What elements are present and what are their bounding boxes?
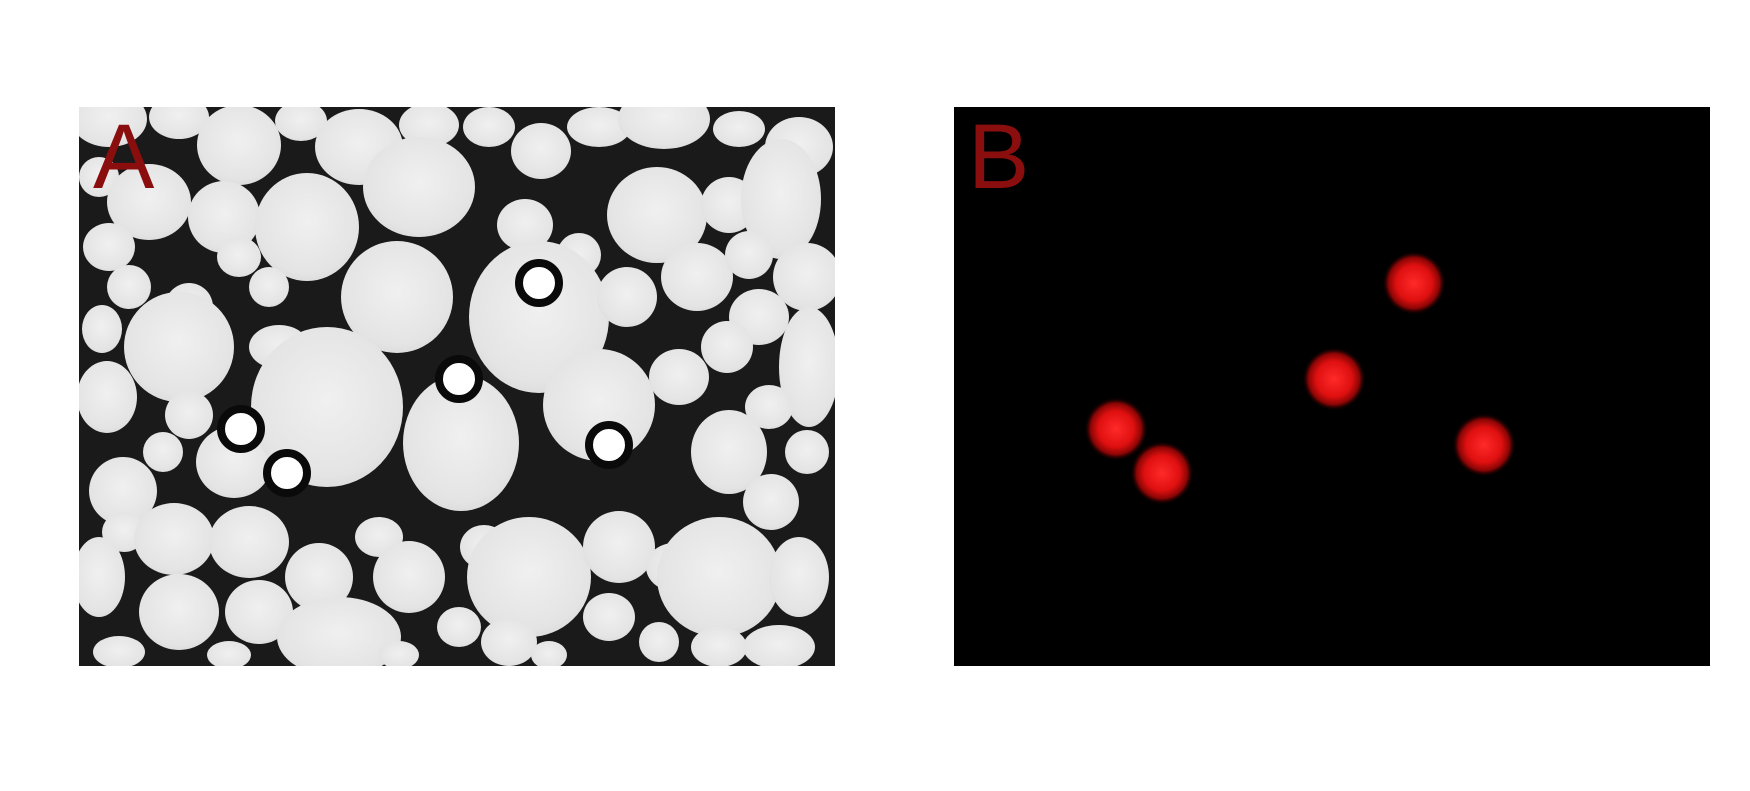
droplet xyxy=(769,537,829,617)
droplet xyxy=(649,349,709,405)
droplet xyxy=(745,385,793,429)
droplet xyxy=(373,541,445,613)
droplet xyxy=(773,243,835,311)
panel-b-fluorescence-image: B xyxy=(954,107,1710,666)
droplet xyxy=(399,107,459,147)
droplet xyxy=(255,173,359,281)
droplet xyxy=(107,164,191,240)
droplet xyxy=(143,432,183,472)
droplet xyxy=(437,607,481,647)
fluorescent-bead xyxy=(1084,397,1148,461)
droplet xyxy=(209,506,289,578)
droplet xyxy=(107,265,151,309)
droplet xyxy=(583,593,635,641)
droplet xyxy=(83,223,135,271)
fluorescence-image xyxy=(954,107,1710,666)
droplet xyxy=(691,627,747,666)
bead-group-brightfield xyxy=(217,259,633,497)
droplet xyxy=(741,139,821,259)
droplet xyxy=(217,237,261,277)
droplet xyxy=(607,167,707,263)
droplet xyxy=(165,391,213,439)
droplet xyxy=(618,107,710,149)
droplet xyxy=(149,107,209,139)
bead xyxy=(435,355,483,403)
droplet xyxy=(341,241,453,353)
panel-label-a: A xyxy=(93,107,155,208)
droplet xyxy=(691,410,767,494)
droplet xyxy=(79,537,125,617)
bead-group-fluorescence xyxy=(1084,251,1516,505)
droplet xyxy=(497,199,553,251)
droplet xyxy=(277,597,401,666)
droplet xyxy=(531,641,567,666)
droplet xyxy=(785,430,829,474)
droplet xyxy=(779,307,835,427)
droplet xyxy=(639,622,679,662)
bead xyxy=(515,259,563,307)
droplet xyxy=(481,618,537,666)
bead xyxy=(585,421,633,469)
panel-a-brightfield-image: A xyxy=(79,107,835,666)
droplet xyxy=(124,292,234,402)
droplet xyxy=(249,267,289,307)
droplet xyxy=(363,137,475,237)
droplet xyxy=(701,321,753,373)
droplet xyxy=(82,305,122,353)
droplet-foam-image xyxy=(79,107,835,666)
droplet xyxy=(379,641,419,666)
droplet xyxy=(225,580,293,644)
fluorescent-bead xyxy=(1452,413,1516,477)
droplet xyxy=(511,123,571,179)
droplet xyxy=(93,636,145,666)
droplet xyxy=(467,517,591,637)
fluorescent-bead xyxy=(1302,347,1366,411)
droplet xyxy=(139,574,219,650)
droplet xyxy=(285,543,353,611)
droplet xyxy=(197,107,281,185)
droplet xyxy=(567,107,631,147)
droplet xyxy=(661,243,733,311)
droplet xyxy=(403,375,519,511)
droplet xyxy=(743,625,815,666)
droplet xyxy=(713,111,765,147)
droplet xyxy=(597,267,657,327)
droplet xyxy=(134,503,214,575)
panel-label-b: B xyxy=(968,107,1030,208)
droplet xyxy=(251,327,403,487)
fluorescent-bead xyxy=(1382,251,1446,315)
droplet xyxy=(463,107,515,147)
bead xyxy=(217,405,265,453)
droplet xyxy=(725,231,773,279)
droplet-group xyxy=(79,107,835,666)
droplet xyxy=(79,157,119,197)
droplet xyxy=(583,511,655,583)
droplet xyxy=(657,517,781,637)
droplet xyxy=(743,474,799,530)
droplet xyxy=(79,107,147,147)
droplet xyxy=(207,641,251,666)
droplet xyxy=(275,107,327,141)
fluorescent-bead xyxy=(1130,441,1194,505)
bead xyxy=(263,449,311,497)
droplet xyxy=(89,457,157,525)
droplet xyxy=(79,361,137,433)
droplet xyxy=(188,181,260,253)
